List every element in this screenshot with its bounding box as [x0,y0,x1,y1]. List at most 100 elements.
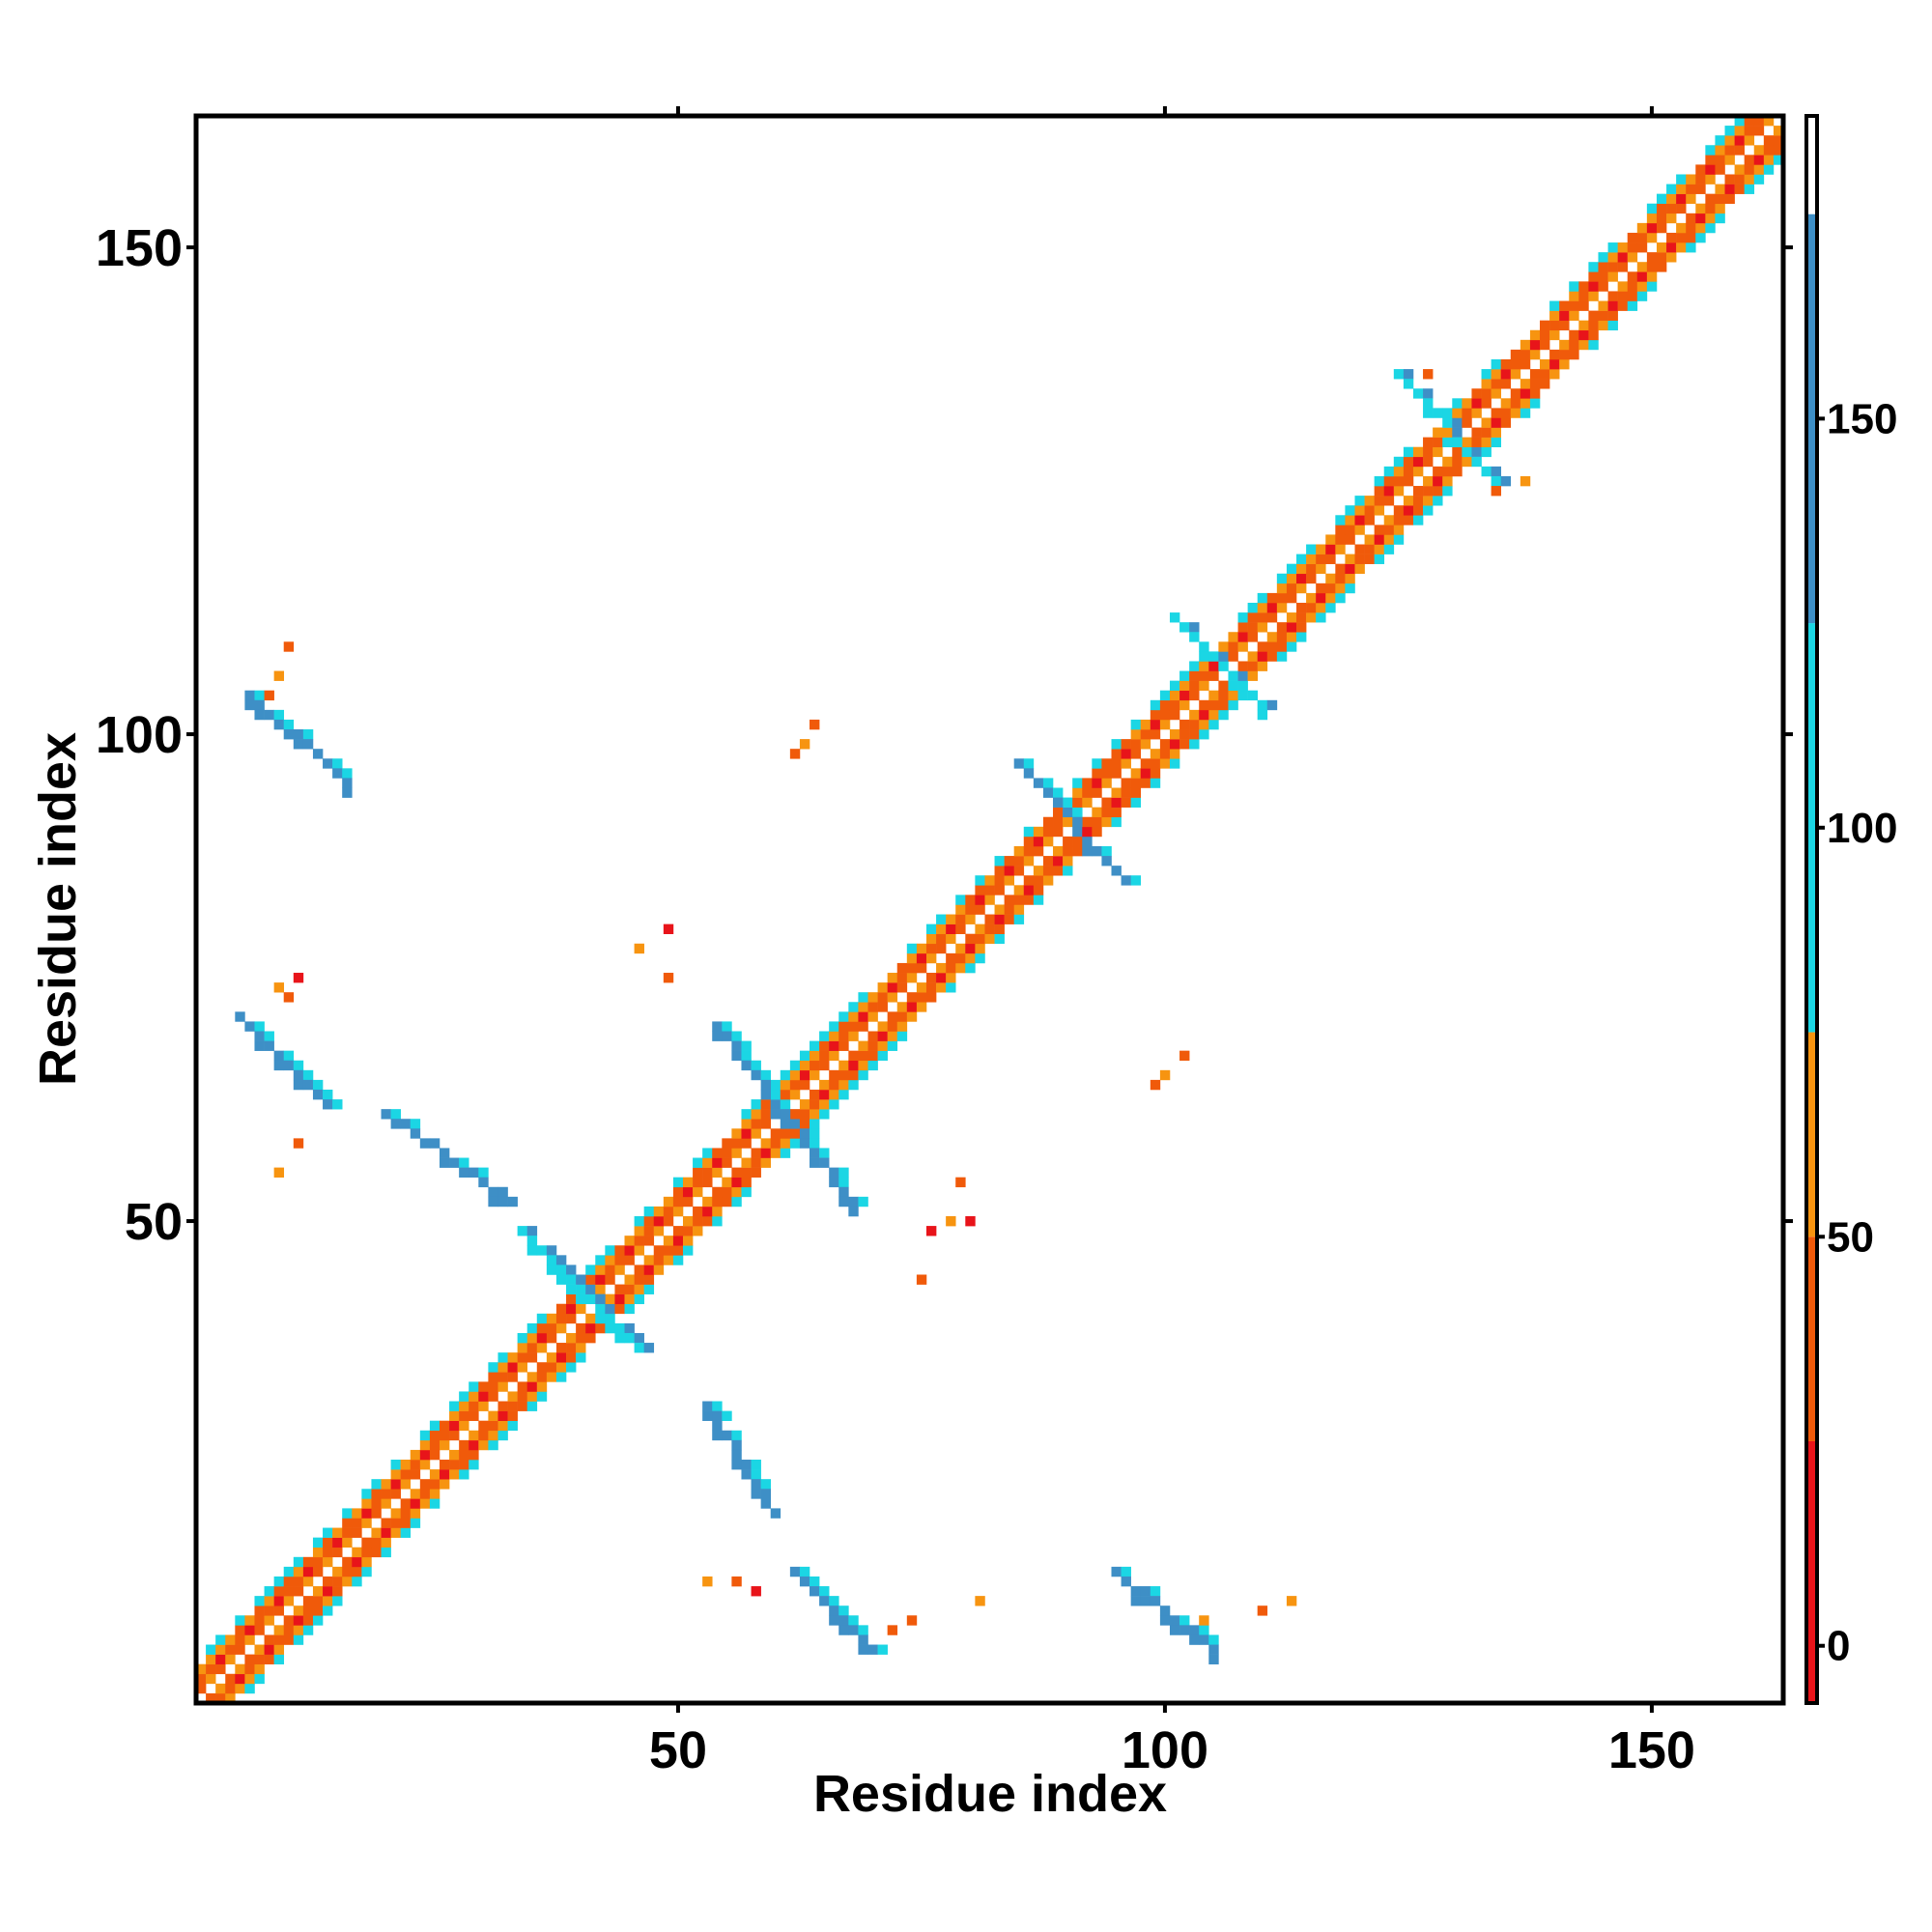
heatmap-cell [896,973,908,983]
heatmap-cell [1491,358,1501,370]
heatmap-cell [906,1011,918,1022]
heatmap-cell [1734,145,1745,156]
heatmap-cell [1023,768,1035,779]
heatmap-cell [916,943,927,954]
heatmap-cell [1442,486,1453,497]
heatmap-cell [877,1002,888,1012]
heatmap-cell [810,1040,820,1051]
heatmap-cell [1540,320,1550,331]
heatmap-cell [819,1040,830,1051]
heatmap-cell [1150,709,1161,721]
heatmap-cell [332,1547,343,1558]
heatmap-cell [722,1031,732,1041]
heatmap-cell [760,1089,772,1100]
heatmap-cell [264,1644,274,1655]
heatmap-cell [469,1401,479,1411]
heatmap-cell [244,1615,255,1626]
heatmap-cell [1033,866,1044,876]
heatmap-cell [302,729,314,740]
heatmap-cell [819,1157,830,1168]
heatmap-cell [780,1148,791,1158]
heatmap-cell [1257,709,1268,721]
heatmap-cell [653,1264,665,1275]
heatmap-cell [712,1196,723,1208]
heatmap-cell [1092,787,1102,798]
heatmap-cell [323,1576,333,1587]
heatmap-cell [273,1060,285,1071]
heatmap-cell [1072,807,1083,818]
heatmap-cell [342,768,353,779]
heatmap-cell [624,1245,635,1256]
heatmap-cell [1617,291,1629,301]
heatmap-cell [293,1060,304,1071]
heatmap-cell [1140,778,1151,788]
heatmap-cell [712,1420,723,1432]
heatmap-cell [546,1313,557,1324]
x-tick-label: 100 [1122,1721,1208,1779]
heatmap-cell [1666,193,1677,205]
heatmap-cell [1393,456,1405,468]
heatmap-cell [810,1119,820,1129]
heatmap-cell [906,943,918,954]
heatmap-cell [254,1605,265,1616]
heatmap-cell [1471,388,1482,399]
heatmap-cell [469,1439,479,1451]
heatmap-cell [459,1449,469,1461]
heatmap-cell [546,1264,557,1275]
heatmap-cell [419,1479,431,1490]
heatmap-cell [419,1430,431,1441]
heatmap-cell [1520,475,1531,487]
heatmap-cell [1423,496,1434,506]
heatmap-cell [1540,379,1550,389]
heatmap-cell [302,1605,314,1616]
heatmap-cell [439,1148,450,1158]
heatmap-cell [1169,739,1180,750]
heatmap-cell [672,1255,684,1265]
heatmap-cell [517,1362,528,1373]
heatmap-cell [546,1362,557,1373]
colorbar-frame [1804,114,1819,1705]
heatmap-cell [1491,427,1501,438]
heatmap-cell [1179,690,1190,701]
heatmap-cell [1452,446,1463,458]
heatmap-cell [1686,193,1696,205]
heatmap-cell [702,1157,713,1168]
heatmap-cell [1159,1615,1171,1626]
heatmap-cell [1111,758,1122,769]
heatmap-cell [1004,856,1014,867]
heatmap-cell [1695,164,1706,175]
heatmap-cell [1092,768,1102,779]
heatmap-cell [469,1430,479,1441]
heatmap-cell [1247,632,1258,642]
heatmap-cell [819,1060,830,1071]
heatmap-cell [283,1060,295,1071]
heatmap-cell [780,1109,791,1120]
heatmap-cell [273,1625,285,1635]
heatmap-cell [400,1460,412,1470]
heatmap-cell [1033,836,1044,847]
heatmap-cell [1374,505,1385,516]
heatmap-cell [1412,446,1424,458]
heatmap-cell [1520,398,1531,409]
heatmap-cell [1510,408,1521,418]
heatmap-cell [731,1430,742,1441]
heatmap-cell [361,1566,372,1577]
heatmap-cell [273,1167,285,1178]
heatmap-cell [595,1313,606,1324]
heatmap-cell [1296,612,1307,623]
heatmap-cell [916,1274,927,1285]
heatmap-cell [741,1167,752,1178]
heatmap-cell [1199,661,1209,671]
heatmap-cell [722,1138,732,1149]
heatmap-cell [722,1410,732,1421]
heatmap-cell [469,1460,479,1470]
heatmap-cell [390,1109,401,1120]
heatmap-cell [1364,505,1375,516]
heatmap-cell [1636,281,1648,292]
heatmap-cell [1257,602,1268,613]
heatmap-cell [1540,369,1550,380]
heatmap-cell [459,1460,469,1470]
heatmap-cell [1695,222,1706,234]
heatmap-cell [1053,787,1064,798]
heatmap-cell [1296,602,1307,613]
